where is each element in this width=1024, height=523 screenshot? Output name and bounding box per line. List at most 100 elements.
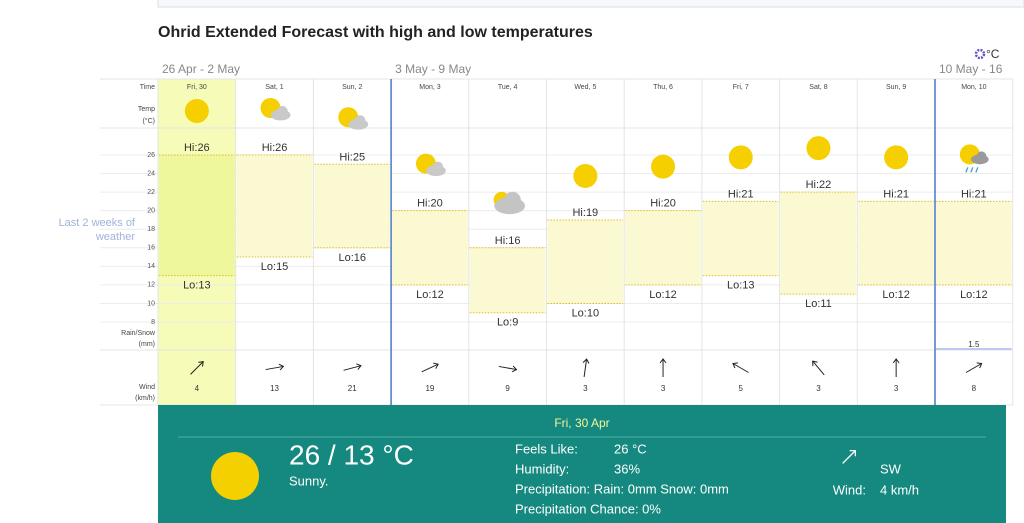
row-label: Time: [140, 84, 155, 91]
day-column[interactable]: [935, 79, 1013, 405]
lo-prefix: Lo:: [572, 307, 587, 319]
wind-speed: 8: [972, 384, 977, 393]
hi-prefix: Hi:: [262, 142, 275, 154]
history-link[interactable]: Last 2 weeks of: [59, 217, 136, 229]
lo-label: Lo:13: [183, 280, 211, 292]
lo-value: 16: [354, 252, 366, 264]
lo-prefix: Lo:: [183, 280, 198, 292]
precipitation: Precipitation: Rain: 0mm Snow: 0mm: [515, 481, 729, 496]
day-column[interactable]: [624, 79, 702, 405]
temp-band: [159, 155, 235, 276]
day-column[interactable]: [857, 79, 935, 405]
lo-prefix: Lo:: [649, 289, 664, 301]
sun: [728, 145, 753, 170]
units-toggle[interactable]: °C: [974, 47, 1000, 61]
lo-label: Lo:16: [338, 252, 366, 264]
arrow-head: [812, 360, 818, 367]
weather-icon: [573, 163, 598, 188]
day-column[interactable]: [313, 79, 391, 405]
sun: [806, 136, 831, 161]
lo-label: Lo:15: [261, 261, 289, 273]
title: Ohrid Extended Forecast with high and lo…: [158, 24, 593, 41]
hi-prefix: Hi:: [339, 151, 352, 163]
lo-prefix: Lo:: [497, 317, 512, 329]
day-label: Mon, 3: [419, 84, 441, 91]
cloud: [354, 115, 366, 127]
arrow-head: [433, 362, 439, 369]
day-column[interactable]: [547, 79, 625, 405]
wind-speed: 4: [195, 384, 200, 393]
lo-label: Lo:12: [960, 289, 988, 301]
temp-tick-label: 20: [147, 208, 155, 215]
temp-band: [936, 201, 1012, 285]
lo-label: Lo:10: [572, 307, 600, 319]
hi-prefix: Hi:: [806, 179, 819, 191]
row-label: (mm): [139, 341, 155, 348]
hi-value: 21: [741, 188, 753, 200]
precipitation-chance: Precipitation Chance: 0%: [515, 501, 661, 516]
arrow-shaft: [965, 363, 982, 373]
day-column[interactable]: [158, 79, 236, 405]
history-link[interactable]: weather: [95, 231, 135, 243]
detail-date: Fri, 30 Apr: [554, 416, 609, 430]
temp-tick-label: 22: [147, 189, 155, 196]
humidity-label: Humidity:: [515, 461, 569, 476]
sun: [573, 163, 598, 188]
rain-drop: [965, 167, 969, 173]
wind-label: Wind:: [833, 482, 866, 497]
day-column[interactable]: [391, 79, 469, 405]
units-label[interactable]: °C: [986, 47, 1000, 61]
wind-arrow: [421, 362, 439, 373]
day-column[interactable]: [236, 79, 314, 405]
hi-label: Hi:16: [495, 235, 521, 247]
gear-icon[interactable]: [974, 48, 986, 60]
hi-value: 16: [508, 235, 520, 247]
sun: [184, 99, 209, 123]
day-column[interactable]: [702, 79, 780, 405]
detail-wind-arrow: [842, 449, 857, 464]
arrow-head: [198, 361, 204, 367]
lo-prefix: Lo:: [338, 252, 353, 264]
lo-label: Lo:12: [882, 289, 910, 301]
lo-value: 13: [742, 280, 754, 292]
hi-label: Hi:22: [806, 179, 832, 191]
day-label: Thu, 6: [653, 84, 673, 91]
wind-speed: 19: [425, 384, 434, 393]
day-label: Sat, 8: [809, 84, 827, 91]
hi-label: Hi:21: [961, 188, 987, 200]
arrow-head: [511, 365, 518, 373]
rain-label: 1.5: [968, 340, 980, 349]
hi-prefix: Hi:: [728, 188, 741, 200]
lo-prefix: Lo:: [261, 261, 276, 273]
arrow-head: [659, 358, 667, 364]
arrow-head: [976, 362, 983, 369]
sun: [651, 154, 676, 179]
wind-arrow: [343, 363, 362, 371]
temp-band: [469, 247, 546, 313]
temp-band: [392, 210, 468, 285]
hi-label: Hi:19: [572, 207, 598, 219]
weather-icon: [728, 145, 753, 170]
feels-like-label: Feels Like:: [515, 441, 578, 456]
day-label: Tue, 4: [498, 84, 518, 91]
hi-label: Hi:26: [184, 142, 210, 154]
temp-tick-label: 14: [147, 263, 155, 270]
wind-arrow: [965, 362, 983, 373]
lo-label: Lo:9: [497, 317, 518, 329]
week-label: 3 May - 9 May: [395, 62, 471, 76]
arrow-head: [732, 362, 738, 369]
day-column[interactable]: [780, 79, 858, 405]
lo-value: 12: [975, 289, 987, 301]
wind-speed: 5: [739, 384, 744, 393]
weather-icon: [415, 153, 446, 177]
day-column[interactable]: [469, 79, 547, 405]
row-label: (km/h): [135, 395, 155, 402]
hi-label: Hi:21: [728, 188, 754, 200]
wind-speed: 3: [816, 384, 821, 393]
arrow-shaft: [732, 363, 749, 373]
lo-value: 9: [512, 317, 518, 329]
detail-sun-icon: [211, 452, 259, 500]
weather-icon: [260, 98, 291, 121]
rain-drop: [970, 167, 974, 173]
